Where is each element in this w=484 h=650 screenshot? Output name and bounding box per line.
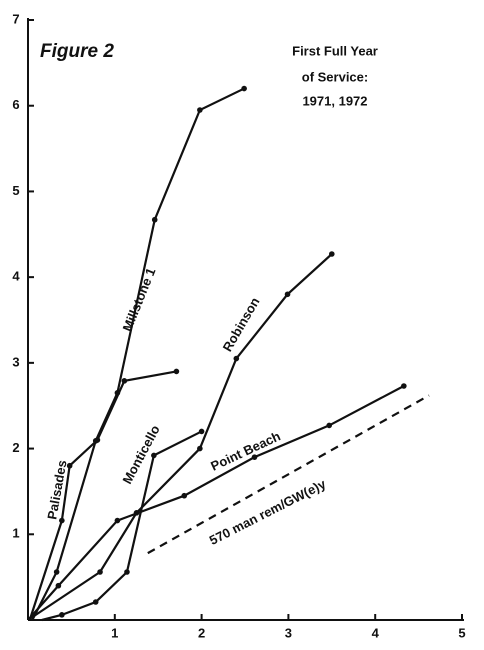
point [198, 428, 205, 435]
point [401, 383, 407, 389]
point [251, 454, 258, 460]
series-label: Robinson [220, 295, 263, 354]
y-tick-label: 3 [12, 354, 19, 369]
point [66, 462, 73, 469]
series-line [41, 430, 203, 622]
series-label: 570 man rem/GW(e)y [207, 476, 329, 548]
y-tick-label: 2 [12, 440, 19, 455]
point [173, 368, 180, 375]
x-tick-label: 1 [111, 625, 118, 640]
point [92, 599, 99, 605]
y-tick-label: 5 [12, 183, 19, 198]
x-tick-label: 2 [198, 625, 205, 640]
x-tick-label: 4 [372, 625, 380, 640]
point [53, 569, 60, 575]
point [329, 251, 335, 257]
point [151, 452, 157, 459]
point [55, 582, 62, 589]
point [114, 517, 121, 524]
series-line [28, 370, 177, 621]
chart-title: Figure 2 [40, 41, 114, 62]
x-tick-label: 3 [285, 625, 292, 640]
point [124, 569, 130, 575]
annotation: of Service: [302, 69, 368, 84]
y-tick-label: 6 [12, 97, 19, 112]
point [233, 355, 240, 362]
y-tick-label: 1 [12, 526, 19, 541]
point [97, 569, 103, 575]
y-tick-label: 7 [12, 11, 19, 26]
series-line [27, 253, 333, 621]
point [284, 291, 291, 298]
point [121, 378, 128, 384]
series-line [27, 385, 405, 621]
point [197, 107, 203, 113]
point [151, 216, 158, 223]
point [59, 612, 65, 618]
point [181, 492, 188, 499]
point [59, 517, 65, 524]
annotation: 1971, 1972 [302, 93, 367, 108]
point [326, 422, 332, 429]
point [197, 445, 203, 452]
series-line [147, 394, 430, 555]
point [241, 85, 247, 92]
annotation: First Full Year [292, 43, 378, 58]
y-tick-label: 4 [12, 269, 20, 284]
series-label: Millstone 1 [119, 266, 158, 334]
x-tick-label: 5 [458, 625, 465, 640]
point [94, 437, 101, 443]
